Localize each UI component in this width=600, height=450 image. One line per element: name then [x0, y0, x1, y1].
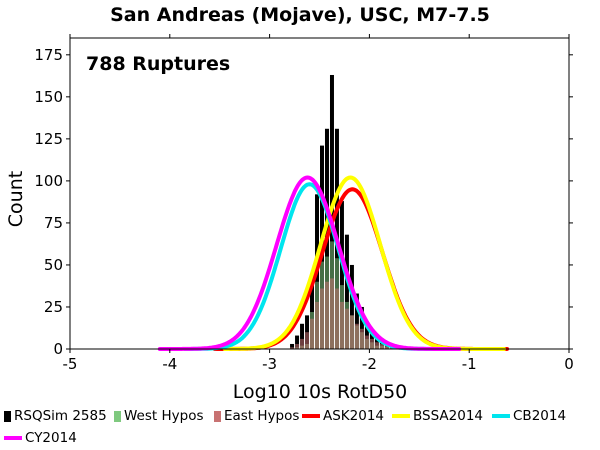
- histogram-bar: [310, 318, 315, 349]
- histogram-bar: [315, 301, 319, 349]
- histogram-bar: [324, 281, 329, 349]
- legend-line-swatch: [392, 414, 410, 418]
- legend-label: CB2014: [513, 408, 567, 424]
- x-tick-label: -5: [63, 355, 78, 373]
- curve-cy2014: [157, 175, 462, 351]
- y-tick-label: 150: [34, 88, 63, 106]
- histogram-bar: [369, 338, 374, 349]
- plot-frame: [69, 37, 570, 350]
- histogram-bar: [300, 323, 305, 349]
- legend-label: East Hypos: [224, 408, 300, 424]
- histogram-bar: [379, 343, 384, 349]
- y-tick-label: 25: [44, 298, 63, 316]
- chart: San Andreas (Mojave), USC, M7-7.5 0 25 50 7…: [5, 4, 574, 403]
- x-tick-label: -2: [362, 355, 377, 373]
- x-tick-label: -1: [462, 355, 477, 373]
- histogram-bar: [354, 293, 359, 349]
- histogram-bar: [344, 234, 349, 349]
- rupture-count-annotation: 788 Ruptures: [86, 53, 230, 75]
- histogram-bar: [344, 308, 349, 349]
- histogram-bar: [295, 335, 300, 349]
- y-axis: 0 25 50 75 100 125 150 175: [34, 46, 573, 358]
- y-tick-label: 125: [34, 130, 63, 148]
- histogram-bar: [359, 328, 364, 349]
- legend-label: West Hypos: [124, 408, 204, 424]
- y-tick-label: 0: [53, 340, 63, 358]
- legend-line-swatch: [302, 414, 320, 418]
- histogram-bar: [359, 306, 364, 349]
- legend-item: CB2014: [492, 408, 566, 424]
- x-axis: -5 -4 -3 -2 -1 0: [63, 34, 574, 373]
- y-tick-label: 75: [44, 214, 63, 232]
- histogram-bar: [290, 343, 295, 349]
- histogram-bar: [349, 315, 354, 349]
- histogram-bar: [320, 288, 324, 349]
- histogram-bar: [329, 278, 334, 349]
- legend-item: East Hypos: [214, 408, 299, 424]
- histogram-bar: [339, 301, 344, 349]
- x-tick-label: -3: [262, 355, 277, 373]
- x-tick-label: 0: [564, 355, 574, 373]
- legend-item: ASK2014: [302, 408, 384, 424]
- histogram-bar: [295, 343, 300, 349]
- legend-bar-swatch: [114, 410, 121, 422]
- histogram-bar: [349, 264, 354, 349]
- legend-bar-swatch: [4, 410, 11, 422]
- histogram-bar: [305, 332, 310, 349]
- histogram-bar: [384, 345, 389, 349]
- chart-title: San Andreas (Mojave), USC, M7-7.5: [110, 4, 490, 26]
- legend-label: CY2014: [25, 430, 77, 446]
- legend: RSQSim 2585 West Hypos East Hypos ASK2014 BS…: [0, 406, 600, 450]
- legend-item: CY2014: [4, 430, 77, 446]
- x-axis-label: Log10 10s RotD50: [233, 381, 408, 403]
- legend-line-swatch: [4, 436, 22, 440]
- legend-label: BSSA2014: [413, 408, 484, 424]
- legend-label: ASK2014: [323, 408, 385, 424]
- y-tick-label: 175: [34, 46, 63, 64]
- histogram-bar: [300, 338, 305, 349]
- legend-item: West Hypos: [114, 408, 203, 424]
- y-tick-label: 50: [44, 256, 63, 274]
- legend-line-swatch: [492, 414, 510, 418]
- histogram-bar: [354, 323, 359, 349]
- legend-label: RSQSim 2585: [14, 408, 107, 424]
- histogram-bar: [364, 335, 369, 349]
- legend-bar-swatch: [214, 410, 221, 422]
- histogram-bar: [339, 201, 344, 349]
- histogram-bar: [290, 347, 295, 349]
- y-axis-label: Count: [5, 171, 27, 227]
- y-tick-label: 100: [34, 172, 63, 190]
- plot-area: [69, 37, 570, 351]
- legend-item: RSQSim 2585: [4, 408, 107, 424]
- x-tick-label: -4: [162, 355, 177, 373]
- histogram-rsqsim-2585: [290, 74, 409, 350]
- histogram-bar: [334, 288, 339, 349]
- histogram-bar: [374, 342, 379, 349]
- legend-item: BSSA2014: [392, 408, 483, 424]
